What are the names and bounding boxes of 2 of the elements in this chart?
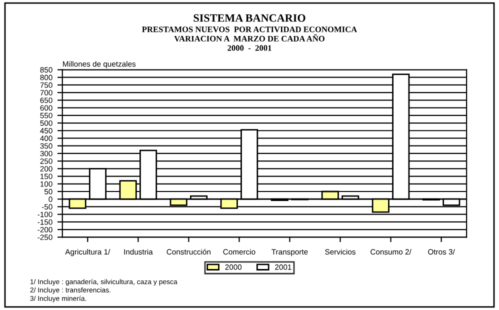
chart-title: SISTEMA BANCARIO: [194, 14, 306, 22]
chart-subtitle: PRESTAMOS NUEVOS POR ACTIVIDAD ECONOMICA VARIACION A MARZO DE CADA AÑO 2000 - 2001: [142, 26, 358, 51]
